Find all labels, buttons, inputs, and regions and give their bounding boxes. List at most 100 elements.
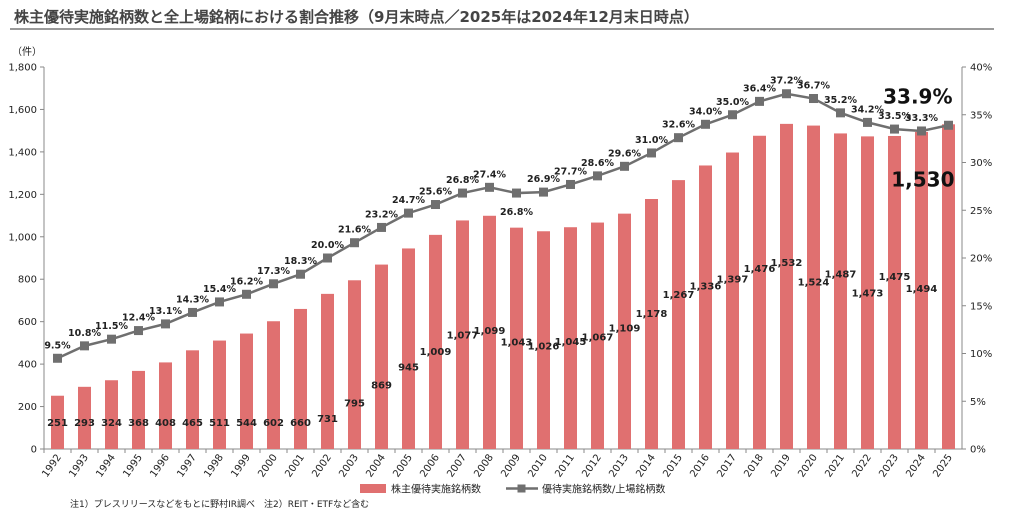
x-tick-label: 2000 — [256, 452, 280, 479]
line-point — [134, 326, 143, 336]
bar — [402, 248, 415, 449]
line-point — [944, 120, 953, 130]
x-tick-label: 2011 — [553, 452, 577, 479]
title-divider — [10, 28, 994, 30]
left-tick-label: 1,800 — [8, 63, 37, 74]
line-value-label: 13.1% — [149, 306, 182, 317]
line-value-label: 17.3% — [257, 266, 290, 277]
x-tick-label: 2016 — [688, 452, 712, 479]
line-value-label: 35.2% — [824, 95, 857, 106]
legend-bar-swatch — [360, 484, 386, 493]
bar-value-label: 465 — [182, 418, 203, 429]
line-point — [890, 124, 899, 134]
line-point — [269, 279, 278, 289]
left-tick-label: 400 — [18, 360, 37, 371]
bar-value-label: 408 — [155, 418, 176, 429]
line-value-label: 18.3% — [284, 256, 317, 267]
bar-value-label: 1,109 — [609, 324, 641, 335]
line-value-label: 34.2% — [851, 104, 884, 115]
bar — [132, 370, 145, 449]
bar-value-label: 1,077 — [447, 330, 479, 341]
x-tick-label: 2014 — [634, 452, 658, 479]
line-labels: 9.5%10.8%11.5%12.4%13.1%14.3%15.4%16.2%1… — [44, 76, 938, 352]
left-axis-unit: （件） — [12, 46, 42, 58]
bar-value-label: 1,494 — [906, 284, 938, 295]
line-point — [458, 188, 467, 198]
line-value-label: 31.0% — [635, 135, 668, 146]
legend-line-label: 優待実施銘柄数/上場銘柄数 — [542, 483, 665, 496]
x-tick-label: 2009 — [499, 452, 523, 479]
x-tick-label: 1994 — [94, 452, 118, 479]
x-tick-label: 1993 — [67, 452, 91, 479]
right-tick-label: 40% — [970, 63, 992, 74]
bar — [186, 350, 199, 449]
line-value-label: 9.5% — [44, 340, 71, 351]
line-point — [917, 126, 926, 136]
bar-value-label: 1,532 — [771, 258, 803, 269]
bar — [780, 123, 793, 450]
left-tick-label: 1,600 — [8, 105, 37, 116]
bar-value-label: 1,043 — [501, 338, 533, 349]
line-value-label: 26.8% — [500, 207, 533, 218]
bar-value-label: 1,099 — [474, 326, 506, 337]
bar — [321, 293, 334, 449]
bar-series — [51, 123, 955, 450]
bar-value-label: 795 — [344, 398, 365, 409]
line-point — [215, 297, 224, 307]
right-tick-label: 25% — [970, 206, 992, 217]
line-point — [350, 238, 359, 248]
line-point — [80, 341, 89, 351]
x-tick-label: 2015 — [661, 452, 685, 479]
bar-value-label: 1,067 — [582, 333, 614, 344]
line-value-label: 27.7% — [554, 166, 587, 177]
bar — [645, 199, 658, 449]
line-value-label: 11.5% — [95, 321, 128, 332]
bar-value-label: 1,476 — [744, 264, 776, 275]
line-value-label: 28.6% — [581, 158, 614, 169]
line-value-label: 29.6% — [608, 148, 641, 159]
line-point — [701, 119, 710, 129]
x-tick-label: 2017 — [715, 452, 739, 479]
line-series — [53, 89, 953, 363]
line-point — [809, 94, 818, 104]
left-tick-label: 800 — [18, 275, 37, 286]
x-tick-label: 2020 — [796, 452, 820, 479]
x-tick-label: 2006 — [418, 452, 442, 479]
line-value-label: 16.2% — [230, 276, 263, 287]
x-tick-label: 1996 — [148, 452, 172, 479]
line-value-label: 21.6% — [338, 225, 371, 236]
right-tick-label: 0% — [970, 445, 986, 456]
line-point — [107, 334, 116, 344]
bar — [483, 215, 496, 449]
x-tick-label: 2022 — [850, 452, 874, 479]
right-tick-label: 15% — [970, 301, 992, 312]
x-tick-label: 2023 — [877, 452, 901, 479]
line-point — [323, 253, 332, 263]
line-point — [404, 208, 413, 218]
right-tick-label: 5% — [970, 397, 986, 408]
bar — [510, 227, 523, 449]
x-tick-label: 1995 — [121, 452, 145, 479]
x-tick-label: 1998 — [202, 452, 226, 479]
line-value-label: 23.2% — [365, 209, 398, 220]
line-point — [566, 179, 575, 189]
latest-line-value: 33.9% — [883, 84, 952, 108]
x-tick-label: 2018 — [742, 452, 766, 479]
highlight-labels: 33.9% 1,530 — [883, 84, 954, 191]
bar-value-label: 293 — [74, 418, 95, 429]
bar-value-label: 602 — [263, 418, 284, 429]
bar-value-label: 1,487 — [825, 269, 857, 280]
line-point — [728, 110, 737, 120]
line-value-label: 33.5% — [878, 111, 911, 122]
line-point — [296, 269, 305, 279]
line-point — [242, 289, 251, 299]
bar-value-label: 324 — [101, 418, 122, 429]
line-value-label: 25.6% — [419, 187, 452, 198]
line-value-label: 33.3% — [905, 113, 938, 124]
right-tick-label: 10% — [970, 349, 992, 360]
line-point — [377, 222, 386, 232]
bar-value-label: 660 — [290, 418, 311, 429]
x-tick-label: 2007 — [445, 452, 469, 479]
line-point — [782, 89, 791, 99]
x-tick-label: 2008 — [472, 452, 496, 479]
